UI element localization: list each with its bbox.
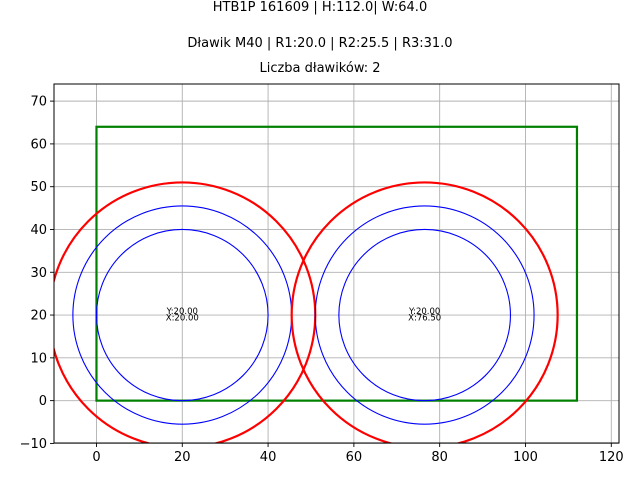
gland-circle-r1 xyxy=(338,228,512,402)
chart-title-line-3: Liczba dławików: 2 xyxy=(259,61,381,76)
plot-shapes xyxy=(54,125,579,443)
gland-label-x: X:76.50 xyxy=(408,314,441,324)
gland-label-y: Y:20.00 xyxy=(408,307,440,317)
y-tick-label: 30 xyxy=(30,266,47,281)
gland-label-x: X:20.00 xyxy=(166,314,199,324)
y-tick-label: 50 xyxy=(30,180,47,195)
enclosure-rectangle xyxy=(95,125,579,402)
x-tick-label: 40 xyxy=(260,450,277,465)
gland-circle-r3 xyxy=(290,181,559,443)
x-tick-label: 120 xyxy=(599,450,624,465)
annotations: Y:20.00X:20.00Y:20.00X:76.50 xyxy=(166,307,442,324)
x-tick-label: 0 xyxy=(92,450,100,465)
y-tick-label: 10 xyxy=(30,351,47,366)
y-tick-label: 70 xyxy=(30,95,47,110)
axis-ticks: 0 20 40 60 80 100 120 −10 0 10 20 30 40 50 60 70 xyxy=(20,95,624,465)
y-tick-label: 40 xyxy=(30,223,47,238)
chart-title-line-1: HTB1P 161609 | H:112.0| W:64.0 xyxy=(212,0,428,15)
gland-circle-r2 xyxy=(314,205,535,425)
y-tick-label: −10 xyxy=(20,437,47,452)
x-tick-label: 20 xyxy=(174,450,191,465)
chart-title-line-2: Dławik M40 | R1:20.0 | R2:25.5 | R3:31.0 xyxy=(187,36,453,51)
x-tick-label: 60 xyxy=(346,450,363,465)
x-tick-label: 100 xyxy=(513,450,538,465)
y-tick-label: 60 xyxy=(30,137,47,152)
y-tick-label: 20 xyxy=(30,309,47,324)
axes-frame xyxy=(53,83,620,444)
gland-circle-r1 xyxy=(95,228,269,402)
y-tick-label: 0 xyxy=(39,394,47,409)
gland-label-y: Y:20.00 xyxy=(166,307,198,317)
x-tick-label: 80 xyxy=(431,450,448,465)
